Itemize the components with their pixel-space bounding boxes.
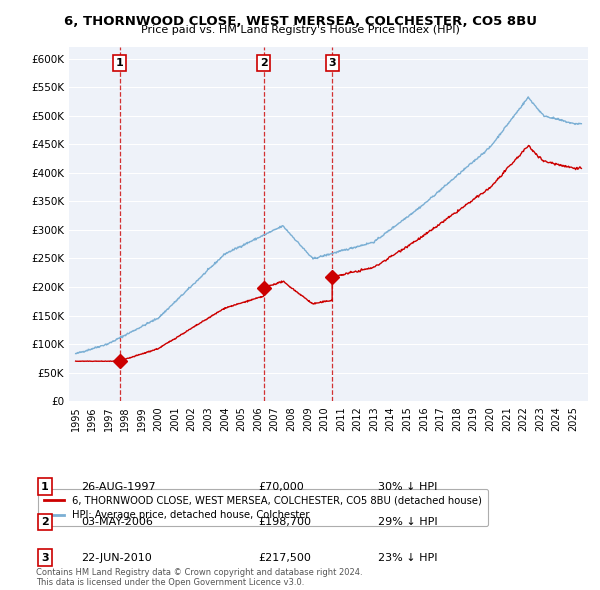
Text: £198,700: £198,700 (258, 517, 311, 527)
Text: £70,000: £70,000 (258, 482, 304, 491)
Text: 30% ↓ HPI: 30% ↓ HPI (378, 482, 437, 491)
Legend: 6, THORNWOOD CLOSE, WEST MERSEA, COLCHESTER, CO5 8BU (detached house), HPI: Aver: 6, THORNWOOD CLOSE, WEST MERSEA, COLCHES… (38, 489, 488, 526)
Text: 3: 3 (328, 58, 336, 68)
Text: 2: 2 (41, 517, 49, 527)
Text: 03-MAY-2006: 03-MAY-2006 (81, 517, 153, 527)
Text: £217,500: £217,500 (258, 553, 311, 562)
Text: 22-JUN-2010: 22-JUN-2010 (81, 553, 152, 562)
Text: 1: 1 (116, 58, 124, 68)
Text: 2: 2 (260, 58, 268, 68)
Text: 29% ↓ HPI: 29% ↓ HPI (378, 517, 437, 527)
Text: 3: 3 (41, 553, 49, 562)
Text: 26-AUG-1997: 26-AUG-1997 (81, 482, 155, 491)
Text: Contains HM Land Registry data © Crown copyright and database right 2024.
This d: Contains HM Land Registry data © Crown c… (36, 568, 362, 587)
Text: 1: 1 (41, 482, 49, 491)
Text: Price paid vs. HM Land Registry's House Price Index (HPI): Price paid vs. HM Land Registry's House … (140, 25, 460, 35)
Text: 6, THORNWOOD CLOSE, WEST MERSEA, COLCHESTER, CO5 8BU: 6, THORNWOOD CLOSE, WEST MERSEA, COLCHES… (64, 15, 536, 28)
Text: 23% ↓ HPI: 23% ↓ HPI (378, 553, 437, 562)
